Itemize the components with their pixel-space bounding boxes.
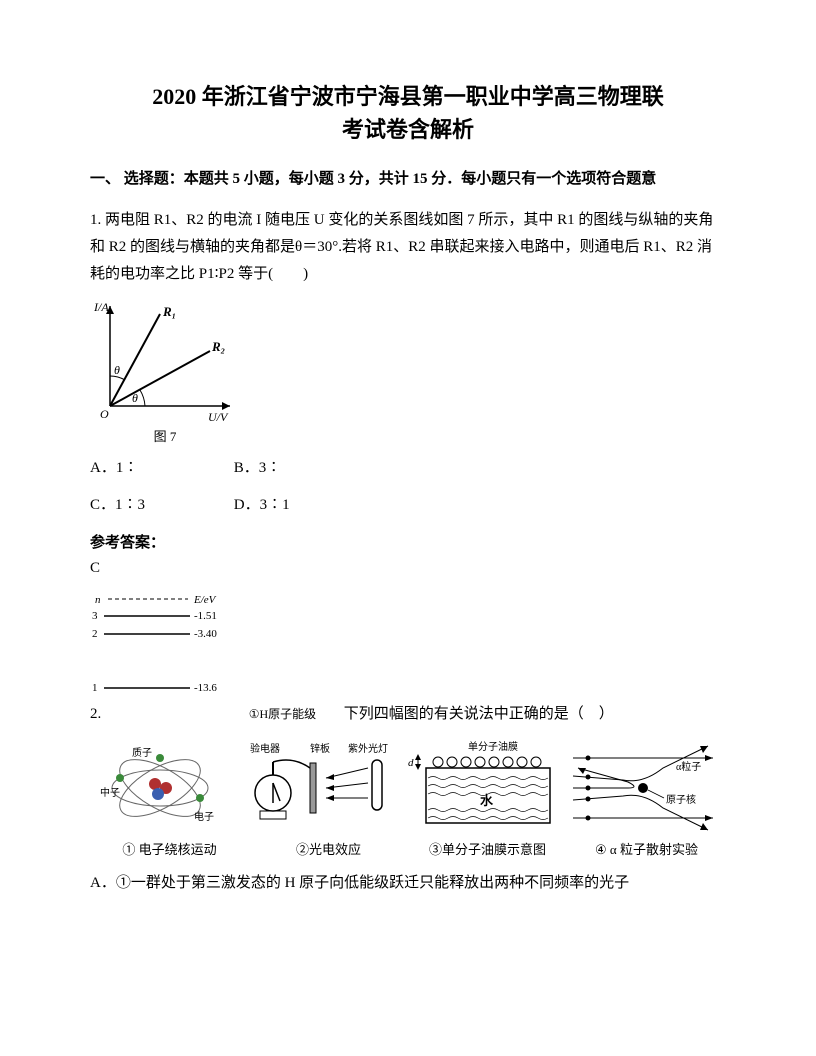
axis-y-label: I/A xyxy=(93,300,109,314)
oil-film-diagram: 单分子油膜 d xyxy=(408,738,568,833)
water-label: 水 xyxy=(480,793,494,808)
d-label: d xyxy=(408,757,414,769)
e1: -13.6 xyxy=(194,682,217,694)
fig1-cap: ① 电子绕核运动 xyxy=(90,839,249,858)
photoelectric-diagram: 验电器 锌板 紫外光灯 xyxy=(248,738,408,833)
axis-x-label: U/V xyxy=(208,410,229,424)
n3: 3 xyxy=(92,610,98,622)
q2-tail: 下列四幅图的有关说法中正确的是（ ） xyxy=(344,706,614,722)
q1-answer-label: 参考答案： xyxy=(90,531,726,552)
theta2-label: θ xyxy=(132,391,138,405)
q2-caption1: ①H原子能级 xyxy=(249,707,316,721)
q1-answer: C xyxy=(90,560,726,577)
film-label: 单分子油膜 xyxy=(468,740,518,753)
e3: -1.51 xyxy=(194,610,217,622)
q1-opt-d: D．3∶1 xyxy=(234,492,374,519)
q1-options-row1: A．1∶ B．3∶ xyxy=(90,455,726,482)
title-line1: 2020 年浙江省宁波市宁海县第一职业中学高三物理联 xyxy=(152,84,664,109)
alpha-scatter-diagram: 原子核 α粒子 xyxy=(568,738,718,833)
iv-graph: I/A U/V R₁ R₂ θ θ O xyxy=(90,296,240,426)
nucleus-label: 原子核 xyxy=(666,793,696,806)
page-title: 2020 年浙江省宁波市宁海县第一职业中学高三物理联 考试卷含解析 xyxy=(90,80,726,146)
q1-figure: I/A U/V R₁ R₂ θ θ O 图 7 xyxy=(90,296,726,445)
q2-stem: 2. ①H原子能级 下列四幅图的有关说法中正确的是（ ） xyxy=(90,701,726,728)
neutron-label: 中子 xyxy=(100,786,120,799)
q2-subcaptions: ① 电子绕核运动 ②光电效应 ③单分子油膜示意图 ④ α 粒子散射实验 xyxy=(90,839,726,858)
fig4-cell: 原子核 α粒子 xyxy=(568,738,726,833)
fig3-cap: ③单分子油膜示意图 xyxy=(408,839,567,858)
r2-label: R₂ xyxy=(211,339,225,354)
exam-page: 2020 年浙江省宁波市宁海县第一职业中学高三物理联 考试卷含解析 一、 选择题… xyxy=(0,0,816,945)
e2: -3.40 xyxy=(194,628,217,640)
fig3-cell: 单分子油膜 d xyxy=(408,738,568,833)
q1-options-row2: C．1∶3 D．3∶1 xyxy=(90,492,726,519)
atom-diagram: 质子 中子 电子 xyxy=(90,738,230,833)
n2: 2 xyxy=(92,628,98,640)
e-label: E/eV xyxy=(193,594,217,606)
theta1-label: θ xyxy=(114,363,120,377)
zinc-label: 锌板 xyxy=(310,742,330,755)
q2-opt-a: A．①一群处于第三激发态的 H 原子向低能级跃迁只能释放出两种不同频率的光子 xyxy=(90,870,726,897)
q1-opt-b: B．3∶ xyxy=(234,455,374,482)
molecule-row xyxy=(433,757,541,767)
q1-opt-c: C．1∶3 xyxy=(90,492,230,519)
q2-number: 2. xyxy=(90,706,101,722)
n-label: n xyxy=(95,594,101,606)
electroscope-label: 验电器 xyxy=(250,742,280,755)
q1-opt-a: A．1∶ xyxy=(90,455,230,482)
alpha-label: α粒子 xyxy=(676,760,701,773)
fig2-cap: ②光电效应 xyxy=(249,839,408,858)
energy-level-diagram: n E/eV 3 -1.51 2 -3.40 1 -13.6 xyxy=(90,591,240,701)
origin-label: O xyxy=(100,407,109,421)
q1-text: 1. 两电阻 R1、R2 的电流 I 随电压 U 变化的关系图线如图 7 所示，… xyxy=(90,207,726,288)
title-line2: 考试卷含解析 xyxy=(342,117,474,142)
n1: 1 xyxy=(92,682,98,694)
uv-label: 紫外光灯 xyxy=(348,742,388,755)
fig2-cell: 验电器 锌板 紫外光灯 xyxy=(248,738,408,833)
q1-number: 1. xyxy=(90,212,101,228)
section1-heading: 一、 选择题：本题共 5 小题，每小题 3 分，共计 15 分．每小题只有一个选… xyxy=(90,166,726,193)
fig4-cap: ④ α 粒子散射实验 xyxy=(567,839,726,858)
r1-label: R₁ xyxy=(162,304,176,319)
fig1-cell: 质子 中子 电子 xyxy=(90,738,248,833)
electron-label: 电子 xyxy=(194,810,214,823)
q2-row: n E/eV 3 -1.51 2 -3.40 1 -13.6 xyxy=(90,591,726,701)
q1-fig-caption: 图 7 xyxy=(90,426,240,445)
q1-body: 两电阻 R1、R2 的电流 I 随电压 U 变化的关系图线如图 7 所示，其中 … xyxy=(90,212,713,282)
q2-four-figures: 质子 中子 电子 验电器 锌板 紫外光灯 xyxy=(90,738,726,833)
energy-diagram-block: n E/eV 3 -1.51 2 -3.40 1 -13.6 xyxy=(90,591,240,701)
proton-label: 质子 xyxy=(132,747,152,759)
